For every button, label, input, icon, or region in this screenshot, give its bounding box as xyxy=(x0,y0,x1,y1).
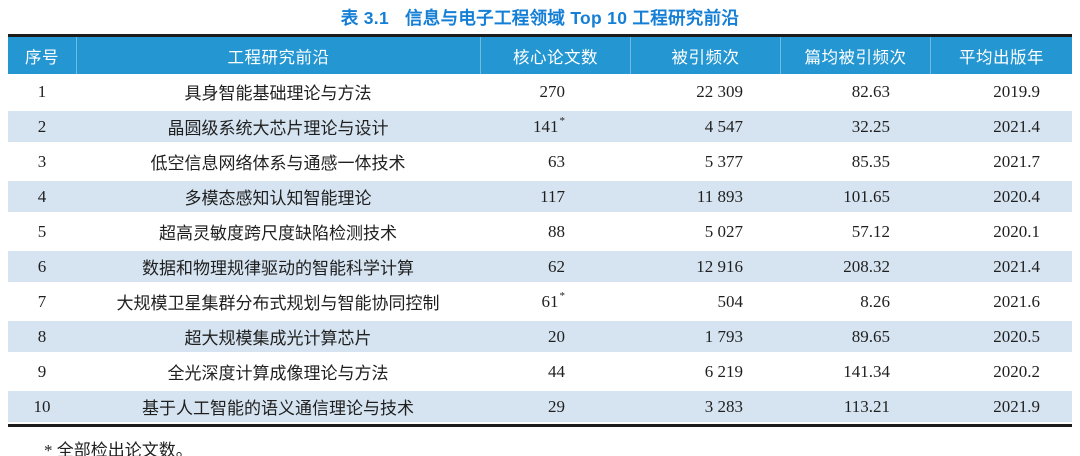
cell-front: 低空信息网络体系与通感一体技术 xyxy=(150,154,406,173)
cell-cpp: 208.32 xyxy=(843,256,890,276)
cell-cites: 4 547 xyxy=(704,116,743,136)
cell-year: 2020.4 xyxy=(993,186,1040,206)
cell-year: 2021.7 xyxy=(993,151,1040,171)
cell-core: 270 xyxy=(539,81,566,101)
column-header-citations: 被引频次 xyxy=(630,37,780,74)
column-header-citations-per-paper: 篇均被引频次 xyxy=(780,37,930,74)
cell-front: 超高灵敏度跨尺度缺陷检测技术 xyxy=(159,224,397,243)
cell-cpp: 113.21 xyxy=(843,396,890,416)
table-row: 7 大规模卫星集群分布式规划与智能协同控制 61 * 504 8.26 2021.6 xyxy=(8,284,1072,319)
cell-cpp: 32.25 xyxy=(851,116,890,136)
cell-cites: 22 309 xyxy=(696,81,743,101)
cell-year: 2020.5 xyxy=(993,326,1040,346)
cell-year: 2020.2 xyxy=(993,361,1040,381)
cell-core: 141 * xyxy=(533,114,565,136)
table-header-row: 序号 工程研究前沿 核心论文数 被引频次 篇均被引频次 平均出版年 xyxy=(8,37,1072,74)
table-title-text: 信息与电子工程领域 Top 10 工程研究前沿 xyxy=(404,7,740,28)
column-header-rank: 序号 xyxy=(25,48,59,67)
cell-core: 29 xyxy=(548,396,565,416)
cell-front: 具身智能基础理论与方法 xyxy=(184,84,372,103)
cell-cites: 5 027 xyxy=(704,221,743,241)
column-header-front: 工程研究前沿 xyxy=(76,37,480,74)
cell-rank: 7 xyxy=(37,291,47,311)
table-row: 5 超高灵敏度跨尺度缺陷检测技术 88 5 027 57.12 2020.1 xyxy=(8,214,1072,249)
cell-cites: 5 377 xyxy=(704,151,743,171)
table-row: 3 低空信息网络体系与通感一体技术 63 5 377 85.35 2021.7 xyxy=(8,144,1072,179)
column-header-core-papers: 核心论文数 xyxy=(480,37,630,74)
cell-cpp: 101.65 xyxy=(843,186,890,206)
cell-front: 全光深度计算成像理论与方法 xyxy=(167,364,389,383)
cell-cpp: 141.34 xyxy=(843,361,890,381)
cell-year: 2021.9 xyxy=(993,396,1040,416)
cell-rank: 3 xyxy=(37,151,47,171)
cell-cites: 12 916 xyxy=(696,256,743,276)
cell-rank: 4 xyxy=(37,186,47,206)
cell-core: 63 xyxy=(548,151,565,171)
cell-cites: 11 893 xyxy=(696,186,743,206)
table-footnote: * 全部检出论文数。 xyxy=(44,441,193,456)
table-row: 4 多模态感知认知智能理论 117 11 893 101.65 2020.4 xyxy=(8,179,1072,214)
cell-front: 基于人工智能的语义通信理论与技术 xyxy=(142,399,414,418)
cell-rank: 6 xyxy=(37,256,47,276)
cell-year: 2021.4 xyxy=(993,116,1040,136)
cell-cites: 6 219 xyxy=(704,361,743,381)
cell-cpp: 8.26 xyxy=(860,291,890,311)
table-caption: 表 3.1 信息与电子工程领域 Top 10 工程研究前沿 xyxy=(0,0,1080,34)
cell-rank: 10 xyxy=(33,396,51,416)
cell-cites: 3 283 xyxy=(704,396,743,416)
cell-core: 62 xyxy=(548,256,565,276)
cell-cpp: 89.65 xyxy=(851,326,890,346)
cell-cpp: 57.12 xyxy=(851,221,890,241)
cell-rank: 2 xyxy=(37,116,47,136)
cell-core: 61 * xyxy=(541,289,566,311)
cell-core: 44 xyxy=(548,361,565,381)
table-row: 9 全光深度计算成像理论与方法 44 6 219 141.34 2020.2 xyxy=(8,354,1072,389)
data-table: 序号 工程研究前沿 核心论文数 被引频次 篇均被引频次 平均出版年 1 具身智能基… xyxy=(8,34,1072,427)
cell-cites: 1 793 xyxy=(704,326,743,346)
cell-rank: 5 xyxy=(37,221,47,241)
cell-cites: 504 xyxy=(717,291,744,311)
cell-core: 117 xyxy=(540,186,565,206)
cell-year: 2019.9 xyxy=(993,81,1040,101)
table-body: 1 具身智能基础理论与方法 270 22 309 82.63 2019.9 2 晶圆级系统大芯… xyxy=(8,74,1072,424)
column-header-mean-year: 平均出版年 xyxy=(930,37,1072,74)
cell-core: 20 xyxy=(548,326,565,346)
cell-front: 超大规模集成光计算芯片 xyxy=(184,329,372,348)
cell-front: 多模态感知认知智能理论 xyxy=(184,189,372,208)
cell-year: 2021.6 xyxy=(993,291,1040,311)
cell-cpp: 82.63 xyxy=(851,81,890,101)
cell-front: 晶圆级系统大芯片理论与设计 xyxy=(167,119,389,138)
cell-year: 2020.1 xyxy=(993,221,1040,241)
cell-front: 大规模卫星集群分布式规划与智能协同控制 xyxy=(116,294,440,313)
cell-year: 2021.4 xyxy=(993,256,1040,276)
table-row: 1 具身智能基础理论与方法 270 22 309 82.63 2019.9 xyxy=(8,74,1072,109)
cell-rank: 8 xyxy=(37,326,47,346)
cell-rank: 1 xyxy=(37,81,47,101)
cell-front: 数据和物理规律驱动的智能科学计算 xyxy=(142,259,414,278)
table-number: 表 3.1 xyxy=(340,7,389,28)
table-row: 10 基于人工智能的语义通信理论与技术 29 3 283 113.21 2021.9 xyxy=(8,389,1072,424)
cell-cpp: 85.35 xyxy=(851,151,890,171)
cell-core: 88 xyxy=(548,221,565,241)
table-row: 2 晶圆级系统大芯片理论与设计 141 * 4 547 32.25 2021.4 xyxy=(8,109,1072,144)
table-row: 6 数据和物理规律驱动的智能科学计算 62 12 916 208.32 2021.4 xyxy=(8,249,1072,284)
cell-rank: 9 xyxy=(37,361,47,381)
table-row: 8 超大规模集成光计算芯片 20 1 793 89.65 2020.5 xyxy=(8,319,1072,354)
